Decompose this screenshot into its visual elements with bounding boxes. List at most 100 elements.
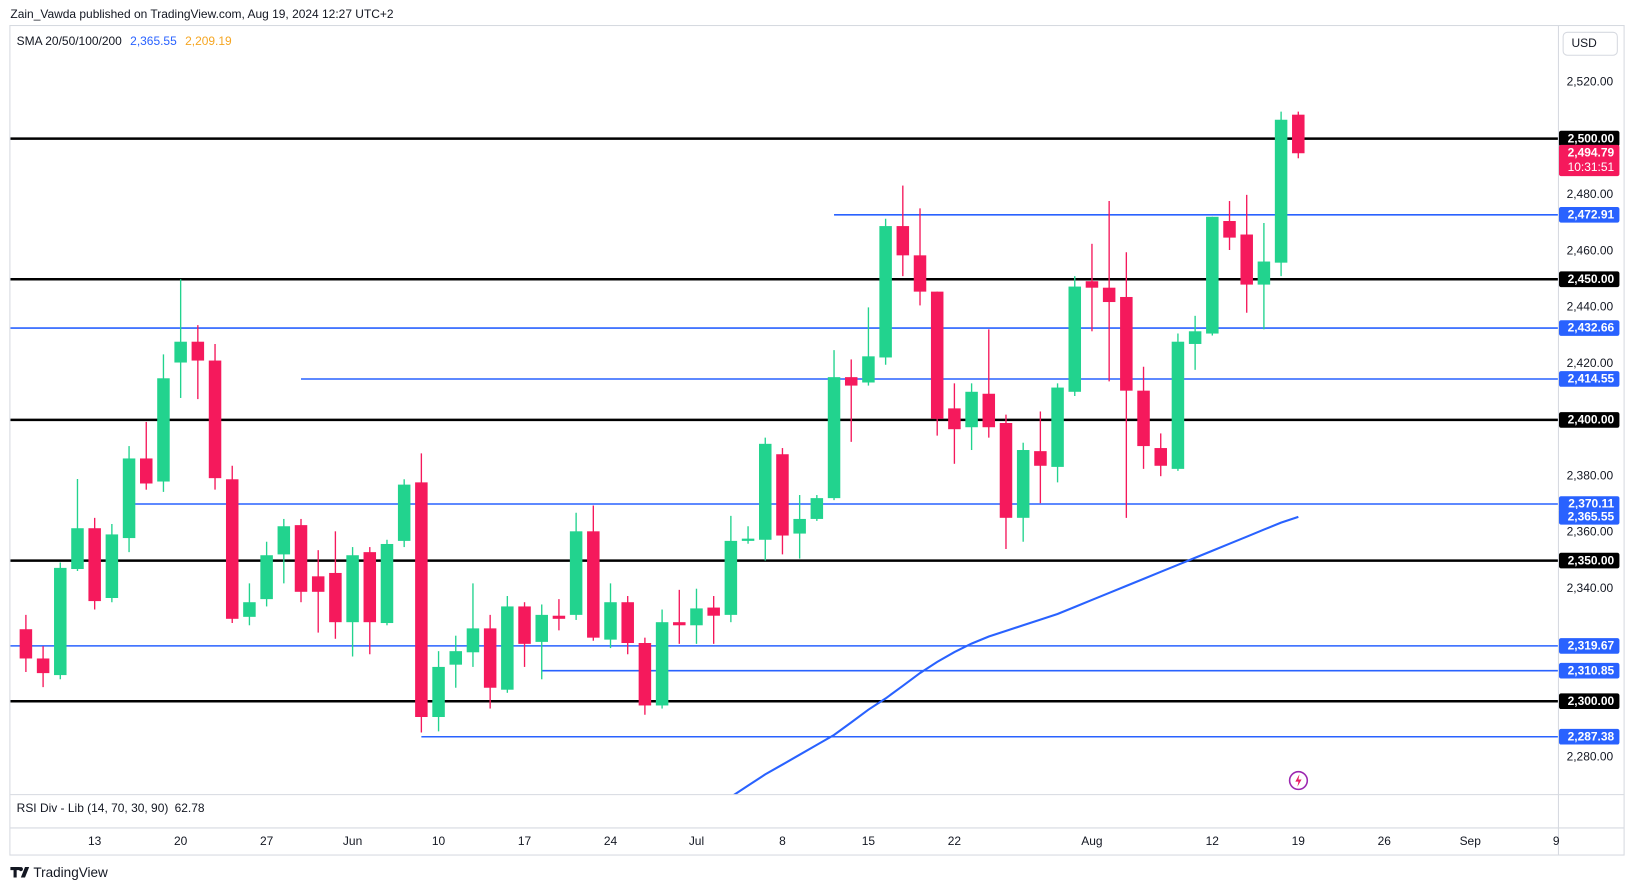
x-tick-label: 27 — [260, 834, 274, 848]
candle-body — [1016, 450, 1030, 518]
y-tick-label: 2,380.00 — [1567, 468, 1614, 482]
last-price-box — [1558, 144, 1620, 177]
candle-body — [260, 555, 273, 600]
candle-body — [827, 377, 841, 499]
price-label: 2,414.55 — [1568, 372, 1615, 386]
price-label: 2,432.66 — [1568, 321, 1615, 335]
candle-body — [1137, 390, 1150, 447]
candle-body — [655, 622, 669, 706]
candle-body — [982, 393, 996, 428]
candle-body — [1034, 451, 1047, 466]
price-label-box — [1558, 206, 1620, 223]
price-label-box — [1558, 693, 1620, 710]
candle-body — [1120, 296, 1133, 391]
candle-body — [208, 360, 222, 479]
candle-body — [759, 443, 772, 540]
candle-body — [965, 391, 978, 428]
last-price: 2,494.79 — [1568, 145, 1615, 159]
indicator-value: 2,209.19 — [185, 34, 232, 48]
x-tick-label: 12 — [1206, 834, 1220, 848]
currency-box[interactable] — [1562, 31, 1618, 56]
candle-body — [930, 291, 944, 419]
price-label-box — [1558, 662, 1620, 679]
price-label-box — [1558, 371, 1620, 387]
indicator-name: SMA 20/50/100/200 — [17, 34, 122, 48]
candle-body — [157, 378, 170, 482]
candle-body — [552, 615, 566, 619]
candle-body — [19, 629, 33, 659]
x-tick-label: 22 — [948, 834, 962, 848]
candle-body — [1257, 261, 1271, 285]
price-label: 2,370.11 — [1568, 497, 1614, 511]
candle-body — [604, 602, 617, 640]
rsi-value: 62.78 — [175, 801, 205, 815]
y-tick-label: 2,360.00 — [1567, 525, 1614, 539]
candle-body — [1154, 448, 1167, 466]
alert-icon[interactable] — [1288, 770, 1309, 791]
candle-body — [483, 628, 497, 688]
x-tick-label: Sep — [1460, 834, 1482, 848]
candle-body — [587, 531, 600, 638]
x-tick-label: Jun — [343, 834, 362, 848]
candle-body — [1085, 281, 1099, 288]
candle-body — [54, 567, 67, 676]
footer: TradingView — [33, 865, 108, 880]
candle-body — [1292, 114, 1305, 154]
x-tick-label: 13 — [88, 834, 102, 848]
candle-body — [793, 518, 806, 534]
countdown: 10:31:51 — [1568, 160, 1615, 174]
x-tick-label: 15 — [862, 834, 876, 848]
x-tick-label: 19 — [1292, 834, 1306, 848]
x-tick-label: Jul — [689, 834, 704, 848]
frame — [9, 25, 1625, 856]
candle-body — [311, 576, 325, 592]
candle-body — [999, 423, 1013, 518]
y-tick-label: 2,480.00 — [1567, 187, 1614, 201]
price-label: 2,500.00 — [1568, 131, 1615, 145]
candle-body — [1240, 234, 1253, 285]
x-tick-label: 9 — [1553, 834, 1560, 848]
candle-body — [449, 651, 463, 665]
candle-body — [1223, 221, 1236, 238]
candle-body — [810, 498, 824, 519]
candle-body — [329, 572, 342, 623]
candle-body — [415, 482, 428, 717]
price-label: 2,300.00 — [1568, 694, 1615, 708]
price-label: 2,450.00 — [1568, 272, 1615, 286]
candle-body — [466, 628, 480, 653]
candle-body — [140, 458, 153, 484]
candle-body — [277, 526, 291, 555]
candle-body — [380, 543, 394, 624]
price-label: 2,400.00 — [1568, 413, 1615, 427]
price-label-box — [1558, 496, 1620, 512]
candle-body — [569, 531, 583, 615]
candle-body — [690, 608, 703, 626]
candle-body — [105, 534, 119, 598]
x-tick-label: Aug — [1081, 834, 1102, 848]
price-label-box — [1558, 271, 1620, 288]
candle-body — [243, 602, 256, 617]
candle-body — [724, 540, 738, 615]
price-label-box — [1558, 638, 1620, 654]
candle-body — [346, 555, 359, 623]
candle-body — [501, 606, 514, 690]
candle-body — [1171, 341, 1185, 469]
logo — [10, 867, 30, 878]
price-label: 2,350.00 — [1568, 553, 1615, 567]
candle-body — [707, 607, 720, 616]
price-label: 2,472.91 — [1568, 207, 1615, 221]
currency[interactable]: USD — [1571, 36, 1597, 50]
candle-body — [535, 614, 548, 642]
price-label-box — [1558, 412, 1620, 428]
y-tick-label: 2,420.00 — [1567, 356, 1614, 370]
candle-body — [36, 658, 50, 674]
rsi-name: RSI Div - Lib (14, 70, 30, 90) — [17, 801, 169, 815]
candle-body — [741, 538, 755, 541]
candle-body — [913, 255, 927, 292]
candle-body — [294, 525, 308, 592]
candle-body — [1051, 387, 1064, 467]
y-tick-label: 2,280.00 — [1567, 750, 1614, 764]
candle-body — [896, 226, 910, 256]
